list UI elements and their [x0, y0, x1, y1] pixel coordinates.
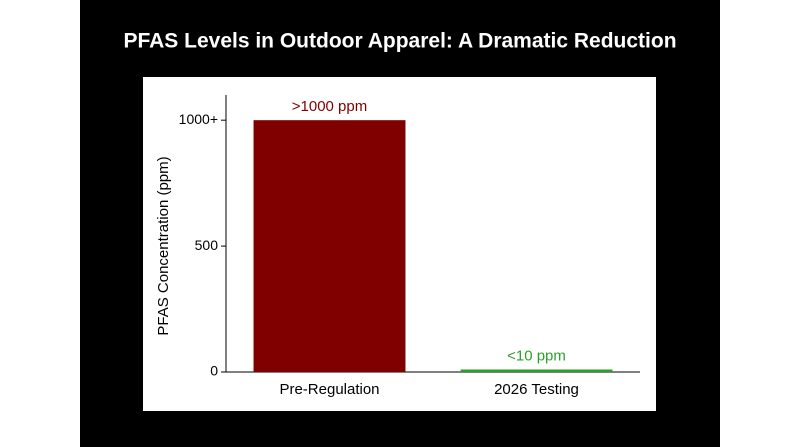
- x-tick-label: 2026 Testing: [494, 381, 579, 398]
- value-label: >1000 ppm: [292, 98, 367, 115]
- y-tick-label: 500: [195, 237, 219, 253]
- x-tick-label: Pre-Regulation: [279, 381, 379, 398]
- bar: [460, 369, 613, 372]
- bar: [253, 120, 406, 372]
- value-label: <10 ppm: [507, 347, 566, 364]
- chart-title: PFAS Levels in Outdoor Apparel: A Dramat…: [123, 30, 676, 53]
- y-axis-label: PFAS Concentration (ppm): [155, 156, 172, 335]
- y-tick-label: 1000+: [179, 111, 218, 127]
- y-tick-label: 0: [210, 363, 218, 379]
